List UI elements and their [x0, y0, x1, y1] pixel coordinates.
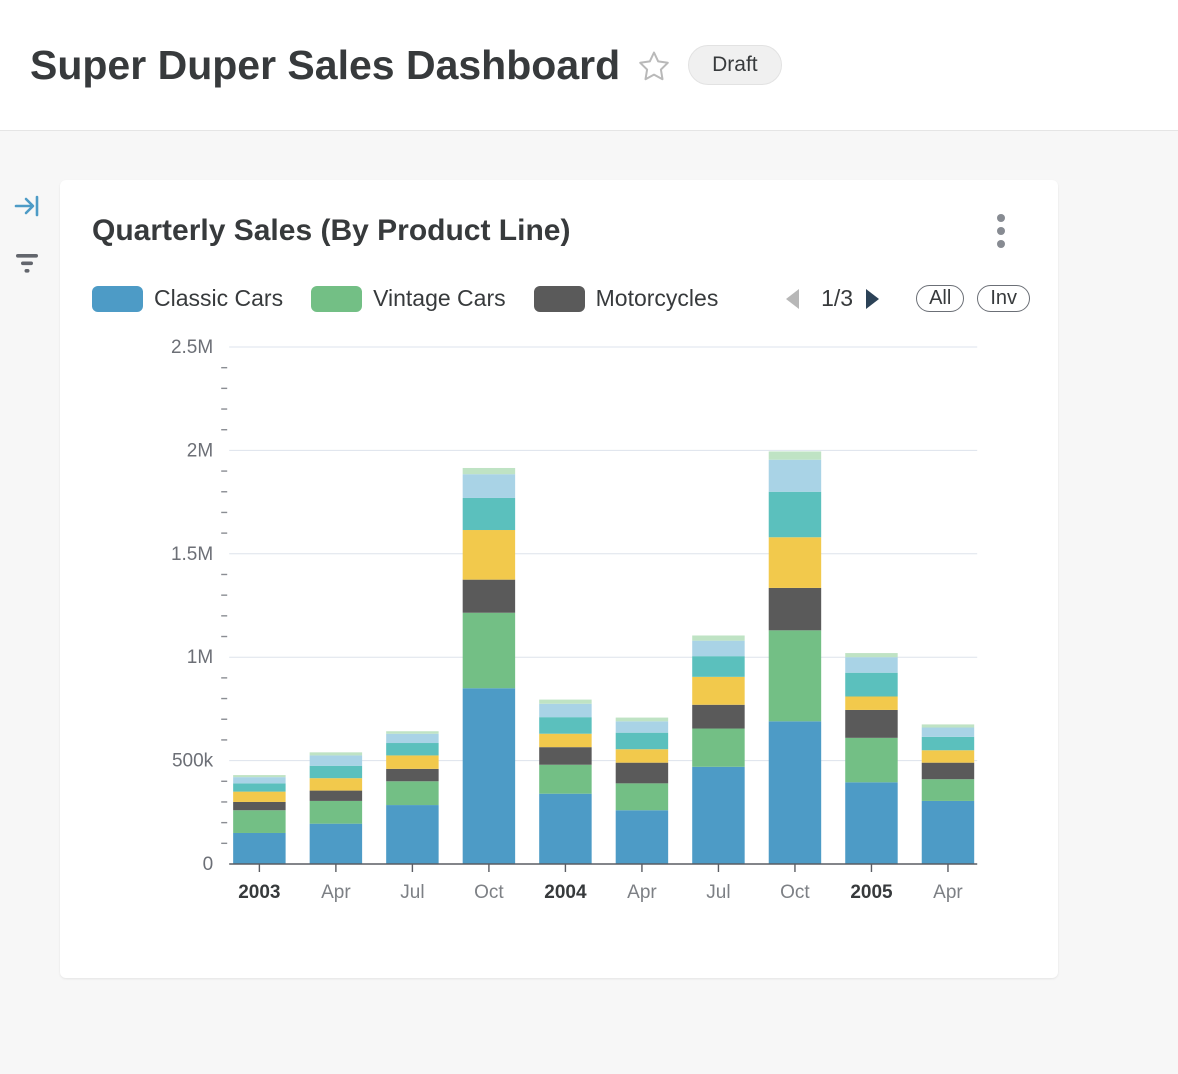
svg-text:Jul: Jul	[706, 882, 730, 903]
svg-text:2005: 2005	[850, 882, 893, 903]
svg-text:2.5M: 2.5M	[171, 337, 213, 358]
svg-text:1M: 1M	[187, 647, 213, 668]
svg-text:1.5M: 1.5M	[171, 544, 213, 565]
svg-text:2M: 2M	[187, 440, 213, 461]
svg-text:0: 0	[203, 854, 214, 875]
svg-text:500k: 500k	[172, 751, 214, 772]
svg-text:Oct: Oct	[780, 882, 810, 903]
svg-text:Jul: Jul	[400, 882, 424, 903]
svg-text:Apr: Apr	[321, 882, 351, 903]
svg-text:Oct: Oct	[474, 882, 504, 903]
svg-text:2003: 2003	[238, 882, 280, 903]
svg-text:Apr: Apr	[627, 882, 657, 903]
svg-text:Apr: Apr	[933, 882, 963, 903]
svg-text:2004: 2004	[544, 882, 587, 903]
